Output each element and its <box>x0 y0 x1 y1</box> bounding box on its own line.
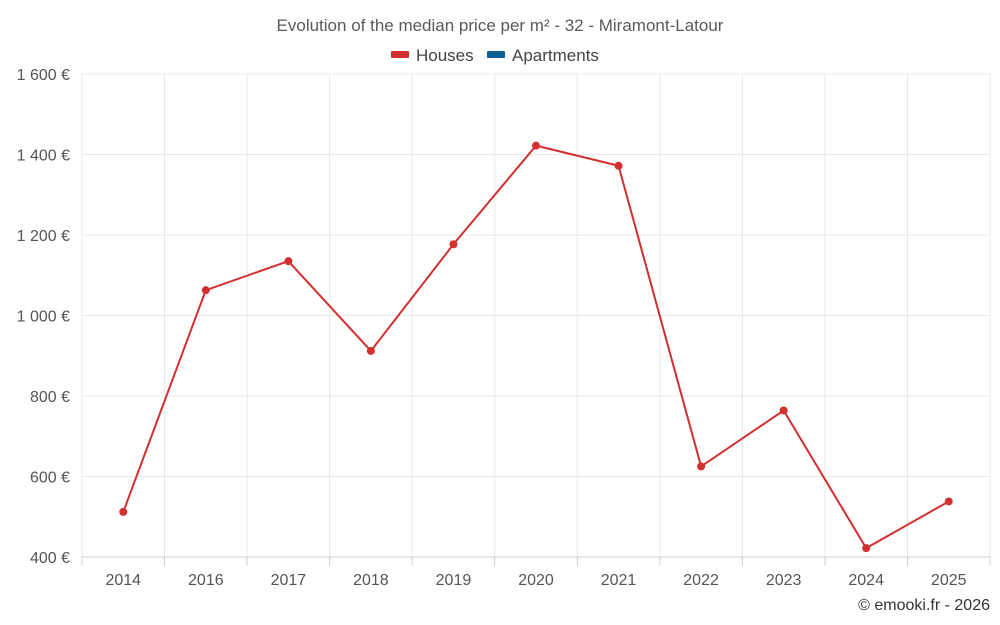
data-point-houses[interactable] <box>449 240 458 249</box>
x-tick-label: 2023 <box>766 572 802 589</box>
x-tick-label: 2018 <box>353 572 389 589</box>
legend-label-apartments: Apartments <box>512 46 599 65</box>
data-point-houses[interactable] <box>366 346 375 355</box>
data-point-houses[interactable] <box>944 497 953 506</box>
y-tick-label: 600 € <box>30 470 70 487</box>
legend-swatch-houses <box>391 51 409 58</box>
x-tick-label: 2025 <box>931 572 967 589</box>
series-houses <box>119 141 953 553</box>
data-point-houses[interactable] <box>284 257 293 266</box>
data-point-houses[interactable] <box>201 286 210 295</box>
y-tick-label: 1 200 € <box>17 228 70 245</box>
x-tick-label: 2024 <box>848 572 884 589</box>
data-point-houses[interactable] <box>779 406 788 415</box>
legend-item-houses[interactable]: Houses <box>391 46 474 65</box>
x-tick-label: 2017 <box>271 572 307 589</box>
legend-label-houses: Houses <box>416 46 474 65</box>
y-axis: 400 € 600 € 800 € 1 000 € 1 200 € 1 400 € 1 60… <box>17 67 70 567</box>
y-tick-label: 1 600 € <box>17 67 70 84</box>
x-tick-label: 2016 <box>188 572 224 589</box>
x-tick-label: 2014 <box>105 572 141 589</box>
legend-item-apartments[interactable]: Apartments <box>487 46 599 65</box>
x-tick-label: 2021 <box>601 572 637 589</box>
data-point-houses[interactable] <box>614 161 623 170</box>
x-tick-label: 2022 <box>683 572 719 589</box>
y-tick-label: 1 400 € <box>17 148 70 165</box>
x-tick-label: 2020 <box>518 572 554 589</box>
y-tick-label: 800 € <box>30 389 70 406</box>
data-point-houses[interactable] <box>119 507 128 516</box>
y-tick-label: 400 € <box>30 550 70 567</box>
data-point-houses[interactable] <box>862 544 871 553</box>
y-tick-label: 1 000 € <box>17 309 70 326</box>
data-point-houses[interactable] <box>532 141 540 150</box>
legend-swatch-apartments <box>487 51 505 58</box>
data-point-houses[interactable] <box>697 462 706 471</box>
chart-title: Evolution of the median price per m² - 3… <box>277 16 724 35</box>
credit-text: © emooki.fr - 2026 <box>858 597 990 614</box>
x-tick-label: 2019 <box>436 572 472 589</box>
legend: Houses Apartments <box>391 46 599 65</box>
x-axis: 2014 2016 2017 2018 2019 2020 2021 2022 2023 2024… <box>81 556 991 589</box>
